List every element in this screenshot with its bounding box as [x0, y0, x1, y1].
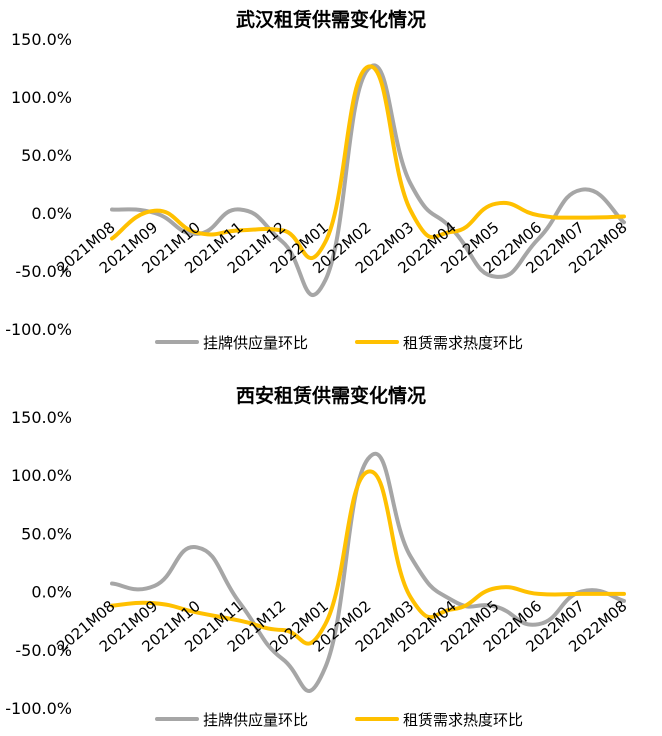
wuhan-chart: 武汉租赁供需变化情况 150.0% 100.0% 50.0% 0.0% -50.0% -1… — [5, 8, 630, 352]
wuhan-chart-svg: 武汉租赁供需变化情况 150.0% 100.0% 50.0% 0.0% -50.0% -1… — [5, 8, 630, 352]
y-tick-label: 100.0% — [11, 466, 72, 485]
y-tick-label: -50.0% — [15, 262, 72, 281]
series-line-1 — [110, 469, 626, 646]
y-tick-label: 50.0% — [21, 146, 72, 165]
chart-title: 武汉租赁供需变化情况 — [236, 8, 426, 31]
y-tick-label: -50.0% — [15, 641, 72, 660]
y-tick-label: -100.0% — [5, 320, 72, 339]
y-tick-label: -100.0% — [5, 699, 72, 718]
legend-label-1: 租赁需求热度环比 — [403, 334, 523, 352]
y-tick-label: 0.0% — [31, 204, 72, 223]
series-line-0 — [110, 63, 626, 298]
chart-title: 西安租赁供需变化情况 — [236, 384, 426, 407]
xian-chart: 西安租赁供需变化情况 150.0% 100.0% 50.0% 0.0% -50.0% -1… — [0, 368, 662, 736]
y-tick-label: 150.0% — [11, 30, 72, 49]
y-tick-label: 150.0% — [11, 408, 72, 427]
y-tick-label: 0.0% — [31, 583, 72, 602]
series-line-1 — [110, 64, 626, 261]
xian-chart-svg: 西安租赁供需变化情况 150.0% 100.0% 50.0% 0.0% -50.0% -1… — [5, 384, 630, 729]
legend-label-0: 挂牌供应量环比 — [203, 711, 308, 729]
legend-label-1: 租赁需求热度环比 — [403, 711, 523, 729]
legend-label-0: 挂牌供应量环比 — [203, 334, 308, 352]
y-tick-label: 50.0% — [21, 524, 72, 543]
y-tick-label: 100.0% — [11, 88, 72, 107]
series-line-0 — [110, 451, 626, 693]
